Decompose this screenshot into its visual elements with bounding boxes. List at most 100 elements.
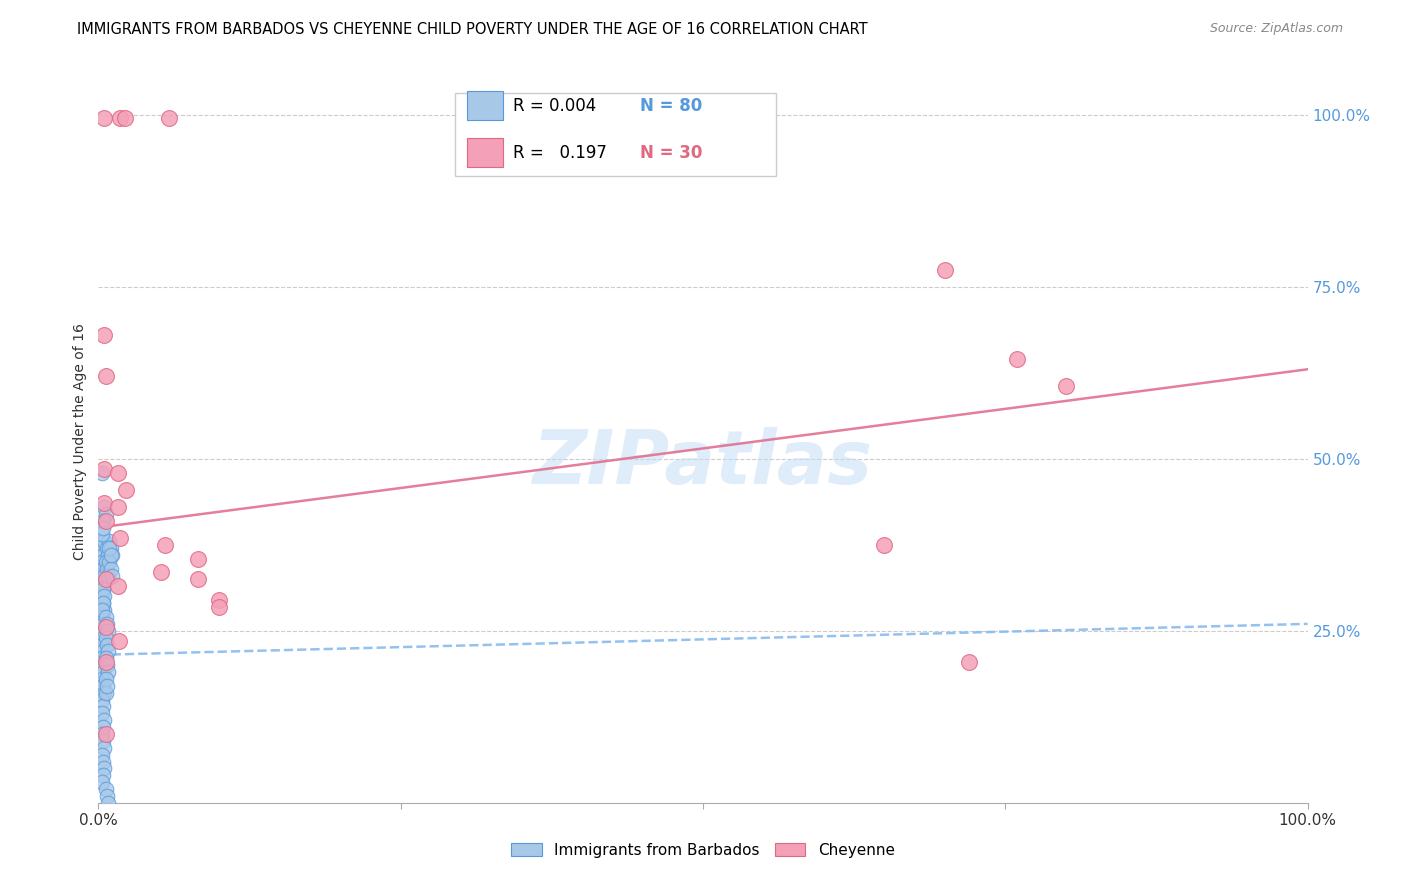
- FancyBboxPatch shape: [456, 93, 776, 176]
- Point: [93, 327, 115, 342]
- Point: [97, 548, 120, 562]
- Point: [108, 531, 131, 545]
- Point: [96, 541, 118, 556]
- Point: [91, 665, 114, 679]
- Point: [873, 538, 896, 552]
- Point: [107, 500, 129, 514]
- Text: R =   0.197: R = 0.197: [513, 144, 617, 161]
- Point: [93, 534, 115, 549]
- Legend: Immigrants from Barbados, Cheyenne: Immigrants from Barbados, Cheyenne: [505, 837, 901, 863]
- Point: [98, 541, 121, 556]
- Point: [94, 572, 117, 586]
- Point: [91, 768, 114, 782]
- Point: [91, 644, 114, 658]
- Point: [94, 369, 117, 384]
- Text: N = 30: N = 30: [640, 144, 703, 161]
- Point: [93, 575, 115, 590]
- Point: [94, 620, 117, 634]
- Point: [934, 262, 956, 277]
- Point: [100, 541, 122, 556]
- Text: Source: ZipAtlas.com: Source: ZipAtlas.com: [1209, 22, 1343, 36]
- Point: [93, 548, 115, 562]
- Y-axis label: Child Poverty Under the Age of 16: Child Poverty Under the Age of 16: [73, 323, 87, 560]
- Point: [91, 514, 114, 528]
- Point: [91, 596, 114, 610]
- Point: [97, 665, 120, 679]
- Point: [94, 782, 117, 797]
- Point: [91, 631, 114, 645]
- Point: [96, 638, 118, 652]
- Point: [107, 579, 129, 593]
- Point: [957, 655, 980, 669]
- Text: N = 80: N = 80: [640, 96, 703, 114]
- Point: [91, 466, 114, 480]
- Point: [96, 789, 118, 803]
- Point: [91, 582, 114, 597]
- Point: [91, 548, 114, 562]
- Point: [93, 713, 115, 727]
- Point: [91, 755, 114, 769]
- Point: [91, 603, 114, 617]
- Point: [94, 651, 117, 665]
- Text: ZIPatlas: ZIPatlas: [533, 426, 873, 500]
- Point: [91, 568, 114, 582]
- Point: [91, 555, 114, 569]
- FancyBboxPatch shape: [467, 138, 503, 167]
- Point: [91, 638, 114, 652]
- Point: [91, 541, 114, 556]
- Point: [93, 740, 115, 755]
- Point: [91, 747, 114, 762]
- Point: [100, 548, 122, 562]
- Point: [157, 111, 180, 125]
- Point: [93, 658, 115, 673]
- Point: [94, 727, 117, 741]
- Point: [114, 111, 136, 125]
- Point: [93, 686, 115, 700]
- Point: [91, 596, 114, 610]
- Point: [93, 590, 115, 604]
- Point: [93, 761, 115, 775]
- Point: [91, 610, 114, 624]
- Text: R = 0.004: R = 0.004: [513, 96, 612, 114]
- Point: [1054, 379, 1077, 393]
- Point: [91, 699, 114, 714]
- Point: [97, 568, 120, 582]
- Point: [94, 686, 117, 700]
- Point: [153, 538, 176, 552]
- Point: [96, 658, 118, 673]
- Point: [91, 590, 114, 604]
- Point: [91, 582, 114, 597]
- Point: [91, 672, 114, 686]
- Point: [98, 534, 121, 549]
- Point: [93, 568, 115, 582]
- Point: [93, 624, 115, 638]
- Point: [97, 624, 120, 638]
- Point: [91, 575, 114, 590]
- Point: [96, 679, 118, 693]
- Point: [93, 462, 115, 476]
- Point: [91, 706, 114, 721]
- Point: [93, 496, 115, 510]
- Point: [91, 562, 114, 576]
- Point: [94, 610, 117, 624]
- Point: [91, 692, 114, 706]
- Point: [91, 727, 114, 741]
- Point: [94, 507, 117, 521]
- Point: [93, 111, 115, 125]
- Point: [94, 672, 117, 686]
- Point: [91, 527, 114, 541]
- Point: [94, 555, 117, 569]
- Point: [91, 616, 114, 631]
- Point: [94, 631, 117, 645]
- Point: [96, 616, 118, 631]
- FancyBboxPatch shape: [467, 91, 503, 120]
- Point: [115, 483, 138, 497]
- Point: [94, 655, 117, 669]
- Point: [91, 534, 114, 549]
- Point: [91, 734, 114, 748]
- Point: [100, 562, 122, 576]
- Point: [91, 562, 114, 576]
- Point: [107, 466, 129, 480]
- Point: [91, 775, 114, 789]
- Point: [91, 520, 114, 534]
